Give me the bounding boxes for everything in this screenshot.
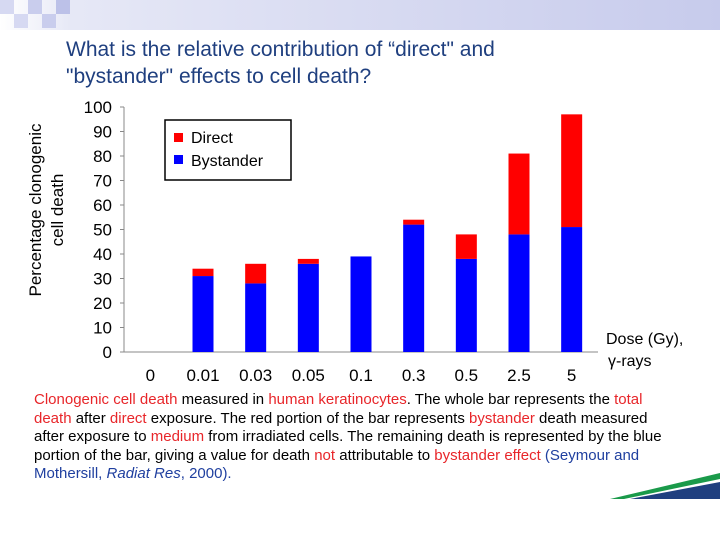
bar-direct-2.5 [508, 153, 530, 235]
caption-part: total death [34, 391, 643, 427]
caption-part: measured in [177, 391, 269, 408]
x-tick-label: 0.01 [186, 366, 219, 385]
legend: Direct Bystander [164, 119, 292, 181]
bar-bystander-2.5 [508, 234, 530, 352]
caption-part: (Seymour and Mothersill, [34, 446, 640, 483]
bar-direct-0.05 [297, 258, 319, 264]
x-tick-label: 0.03 [239, 366, 272, 385]
bar-bystander-5 [561, 227, 583, 352]
y-tick-label: 80 [93, 147, 112, 166]
legend-label-bystander: Bystander [191, 153, 264, 170]
x-axis-label-line1: Dose (Gy), [606, 331, 683, 348]
caption-part: human keratinocytes [268, 391, 407, 408]
y-tick-label: 60 [93, 196, 112, 215]
caption-part: bystander effect [434, 446, 541, 464]
x-tick-label: 0.3 [402, 366, 426, 385]
y-tick-label: 40 [93, 245, 112, 264]
caption-part: after [71, 409, 110, 427]
slide-title-line2: "bystander" effects to cell death? [66, 65, 372, 88]
bar-direct-0.01 [192, 268, 214, 277]
bar-bystander-0.05 [297, 263, 319, 352]
y-axis-label-line1: Percentage clonogenic [26, 123, 45, 296]
x-tick-label: 2.5 [507, 366, 531, 385]
caption-part: death measured after exposure to [34, 409, 648, 446]
stacked-bar-chart: 0 10 20 30 40 50 60 70 80 90 100 0 0.01 0.03 0.05 0.1 0… [26, 98, 683, 385]
bar-direct-5 [561, 114, 583, 228]
caption-part: exposure. The red portion of the bar rep… [146, 409, 470, 427]
y-tick-label: 90 [93, 123, 112, 142]
x-axis-label-line2: γ-rays [608, 353, 652, 370]
y-tick-label: 10 [93, 319, 112, 338]
x-tick-label: 5 [567, 366, 576, 385]
x-tick-label: 0.5 [455, 366, 479, 385]
y-tick-label: 50 [93, 221, 112, 240]
bar-bystander-0.3 [403, 224, 425, 352]
caption-part: . The whole bar represents the [406, 391, 615, 408]
y-tick-label: 20 [93, 294, 112, 313]
x-tick-label: 0 [146, 366, 155, 385]
y-tick-label: 100 [84, 98, 112, 117]
footer-stripes-decoration [610, 473, 720, 499]
slide-title-line1: What is the relative contribution of “di… [66, 38, 495, 61]
bar-bystander-0.01 [192, 276, 214, 352]
caption-part: medium [150, 428, 205, 445]
bar-direct-0.3 [403, 219, 425, 225]
x-tick-label: 0.05 [292, 366, 325, 385]
caption-part: from irradiated cells. The remaining dea… [34, 428, 662, 464]
bar-direct-0.03 [245, 263, 267, 284]
caption-part: attributable to [335, 446, 435, 464]
caption-part: Radiat Res [106, 465, 181, 482]
legend-box [164, 119, 292, 181]
caption-part: not [314, 446, 336, 464]
legend-swatch-direct [174, 133, 183, 142]
caption-part: bystander [469, 409, 535, 427]
x-tick-label: 0.1 [349, 366, 373, 385]
figure-caption: Clonogenic cell death measured in human … [34, 391, 674, 484]
slide-title: What is the relative contribution of “di… [66, 36, 666, 90]
y-axis-label-line2: cell death [48, 174, 67, 247]
y-tick-label: 0 [103, 343, 112, 362]
y-tick-label: 70 [93, 172, 112, 191]
bar-bystander-0.03 [245, 283, 267, 352]
caption-part: direct [109, 409, 147, 427]
caption-part: , 2000). [180, 465, 232, 482]
caption-part: Clonogenic cell death [34, 391, 178, 408]
legend-label-direct: Direct [191, 130, 233, 147]
y-tick-label: 30 [93, 270, 112, 289]
header-decoration [0, 0, 720, 30]
bar-direct-0.5 [455, 234, 477, 259]
legend-swatch-bystander [174, 155, 183, 164]
bar-bystander-0.5 [455, 258, 477, 352]
bar-bystander-0.1 [350, 256, 372, 352]
